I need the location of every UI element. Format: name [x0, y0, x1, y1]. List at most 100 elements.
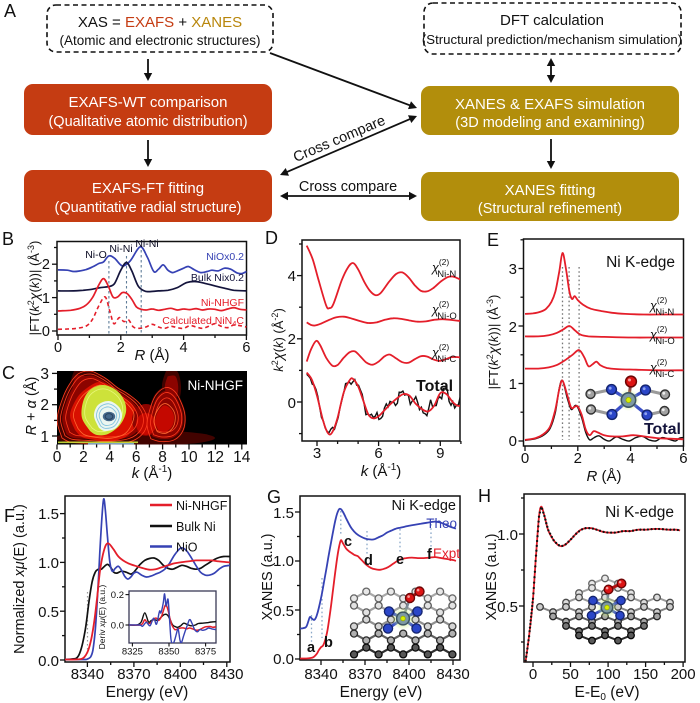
svg-text:8370: 8370: [348, 666, 381, 683]
svg-text:(Atomic and electronic structu: (Atomic and electronic structures): [59, 33, 260, 48]
svg-text:D: D: [265, 228, 278, 248]
svg-text:8400: 8400: [392, 666, 425, 683]
svg-text:1.0: 1.0: [38, 555, 59, 572]
svg-text:0.0: 0.0: [111, 621, 124, 632]
svg-text:1: 1: [40, 429, 49, 446]
svg-text:F: F: [4, 506, 15, 526]
svg-text:200: 200: [671, 666, 696, 683]
svg-text:b: b: [324, 635, 333, 651]
svg-text:Theo: Theo: [426, 516, 457, 531]
svg-text:4: 4: [626, 450, 634, 467]
svg-text:|FT(k2χ(k))| (Å-3): |FT(k2χ(k))| (Å-3): [26, 241, 42, 336]
svg-text:8: 8: [158, 449, 167, 466]
svg-text:Ni-Ni: Ni-Ni: [109, 243, 132, 255]
svg-text:10: 10: [180, 449, 198, 466]
svg-text:χ(2)Ni-O: χ(2) Ni-O: [431, 299, 457, 322]
svg-text:6: 6: [374, 445, 382, 462]
svg-text:XANES & EXAFS simulation: XANES & EXAFS simulation: [455, 96, 645, 113]
svg-text:Ni-O: Ni-O: [85, 249, 107, 261]
svg-text:2: 2: [574, 450, 582, 467]
svg-text:0.0: 0.0: [38, 653, 59, 670]
svg-text:Ni-NHGF: Ni-NHGF: [201, 297, 244, 309]
svg-text:0.5: 0.5: [497, 599, 518, 616]
svg-text:Ni-NHGF: Ni-NHGF: [176, 499, 228, 513]
svg-text:2: 2: [509, 319, 517, 336]
svg-text:1.0: 1.0: [273, 553, 294, 570]
svg-text:k2χ(k) (Å-2): k2χ(k) (Å-2): [270, 308, 287, 372]
svg-text:E: E: [487, 230, 499, 250]
svg-text:Ni K-edge: Ni K-edge: [392, 498, 456, 514]
svg-text:Total: Total: [644, 421, 681, 438]
svg-text:8340: 8340: [71, 666, 104, 683]
svg-text:8325: 8325: [122, 647, 143, 658]
svg-text:NiO: NiO: [176, 541, 198, 555]
svg-text:0: 0: [509, 433, 517, 450]
svg-text:XAS = EXAFS + XANES: XAS = EXAFS + XANES: [78, 14, 242, 31]
svg-text:0: 0: [521, 450, 529, 467]
svg-text:(Qualitative atomic distributi: (Qualitative atomic distribution): [48, 114, 247, 130]
svg-text:2: 2: [42, 257, 50, 273]
svg-text:Bulk Nix0.2: Bulk Nix0.2: [191, 272, 244, 284]
svg-text:8340: 8340: [304, 666, 337, 683]
svg-text:R + α (Å): R + α (Å): [23, 377, 40, 436]
svg-text:XANES (a.u.): XANES (a.u.): [260, 533, 276, 620]
svg-text:EXAFS-FT fitting: EXAFS-FT fitting: [92, 180, 204, 197]
svg-text:3: 3: [313, 445, 321, 462]
svg-text:6: 6: [679, 450, 687, 467]
svg-text:EXAFS-WT comparison: EXAFS-WT comparison: [69, 94, 228, 111]
svg-text:χ(2)Ni-O: χ(2) Ni-O: [649, 324, 675, 347]
svg-text:DFT calculation: DFT calculation: [500, 12, 604, 29]
svg-text:χ(2)Ni-C: χ(2) Ni-C: [649, 357, 674, 380]
svg-text:Ni-Ni: Ni-Ni: [135, 238, 158, 250]
svg-text:4: 4: [180, 340, 188, 356]
svg-text:0: 0: [288, 395, 296, 412]
svg-text:2: 2: [117, 340, 125, 356]
svg-text:1.5: 1.5: [38, 506, 59, 523]
svg-text:a: a: [307, 640, 316, 656]
svg-text:1: 1: [509, 376, 517, 393]
svg-text:0: 0: [42, 324, 50, 340]
svg-text:12: 12: [207, 449, 224, 466]
svg-text:0.2: 0.2: [111, 590, 124, 601]
svg-text:0: 0: [529, 666, 537, 683]
svg-text:Ni K-edge: Ni K-edge: [605, 504, 674, 521]
svg-text:8400: 8400: [164, 666, 197, 683]
svg-text:E-E0 (eV): E-E0 (eV): [575, 684, 640, 703]
svg-text:6: 6: [242, 340, 250, 356]
svg-text:0.5: 0.5: [273, 603, 294, 620]
svg-text:B: B: [2, 229, 14, 249]
svg-text:Total: Total: [416, 378, 453, 395]
svg-text:Energy (eV): Energy (eV): [106, 684, 189, 701]
svg-text:R (Å): R (Å): [134, 347, 169, 364]
svg-text:(Structural refinement): (Structural refinement): [478, 201, 622, 217]
svg-text:8370: 8370: [117, 666, 150, 683]
svg-text:χ(2)Ni-C: χ(2) Ni-C: [431, 342, 456, 365]
svg-text:Bulk Ni: Bulk Ni: [176, 520, 216, 534]
svg-text:3: 3: [509, 261, 517, 278]
svg-text:(3D modeling and examining): (3D modeling and examining): [455, 115, 644, 131]
svg-text:0: 0: [53, 449, 62, 466]
svg-text:c: c: [344, 534, 352, 550]
svg-text:d: d: [364, 553, 373, 569]
svg-text:9: 9: [436, 445, 444, 462]
svg-text:(Quantitative radial structure: (Quantitative radial structure): [55, 200, 242, 216]
svg-text:4: 4: [105, 449, 114, 466]
svg-text:1.0: 1.0: [497, 527, 518, 544]
svg-text:A: A: [4, 1, 16, 21]
svg-text:(Structural prediction/mechani: (Structural prediction/mechanism simulat…: [422, 32, 682, 47]
svg-text:8430: 8430: [436, 666, 469, 683]
svg-text:e: e: [396, 552, 404, 568]
svg-text:Calculated NiN4C: Calculated NiN4C: [162, 315, 244, 328]
svg-text:k (Å-1): k (Å-1): [361, 462, 402, 480]
svg-text:Energy (eV): Energy (eV): [340, 684, 423, 701]
svg-text:8350: 8350: [158, 647, 179, 658]
svg-text:Cross compare: Cross compare: [299, 179, 397, 195]
svg-text:2: 2: [40, 397, 49, 414]
svg-text:100: 100: [596, 666, 621, 683]
svg-text:H: H: [478, 486, 491, 506]
svg-text:8375: 8375: [195, 647, 216, 658]
svg-text:XANES fitting: XANES fitting: [505, 182, 596, 199]
svg-text:Ni K-edge: Ni K-edge: [606, 254, 675, 271]
svg-text:XANES (a.u.): XANES (a.u.): [484, 533, 500, 620]
svg-text:R (Å): R (Å): [586, 468, 621, 485]
